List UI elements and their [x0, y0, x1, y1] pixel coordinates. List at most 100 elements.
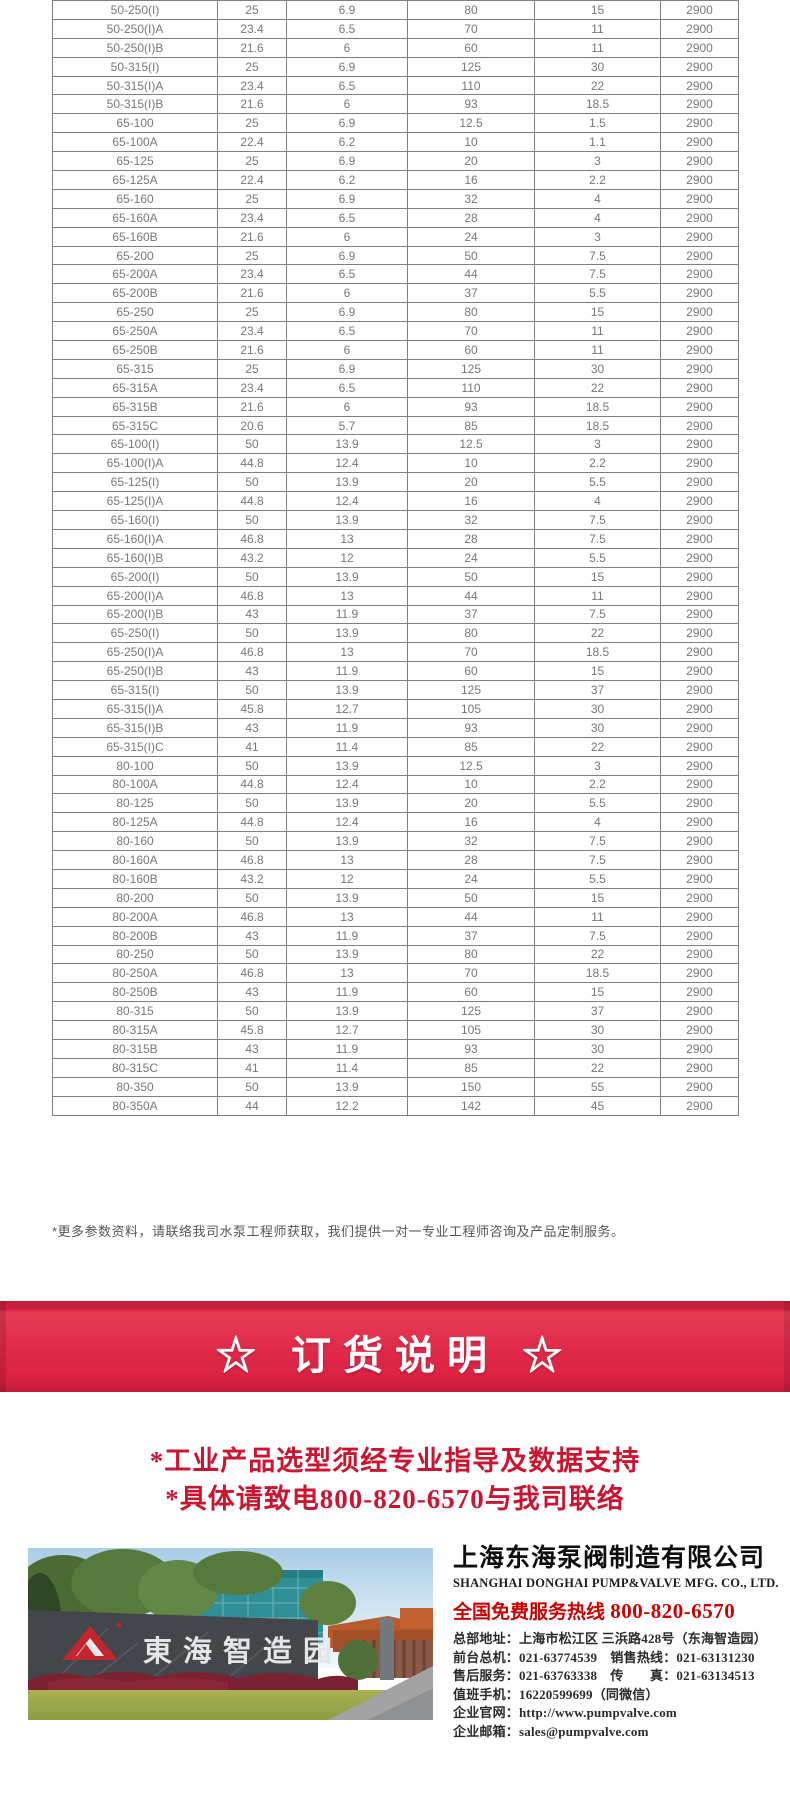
table-cell: 5.7	[286, 415, 408, 436]
table-cell: 55	[534, 1076, 661, 1097]
notice-lines: *工业产品选型须经专业指导及数据支持 *具体请致电800-820-6570与我司联…	[0, 1442, 790, 1518]
table-cell: 21.6	[217, 396, 287, 417]
table-row: 65-315(I) 50 13.9 125 37 2900	[52, 680, 739, 700]
table-cell: 6.9	[286, 56, 408, 77]
table-cell: 22.4	[217, 170, 287, 190]
table-cell: 6.2	[286, 132, 408, 153]
table-cell: 80-250B	[52, 982, 218, 1003]
table-row: 65-200A 23.4 6.5 44 7.5 2900	[52, 264, 739, 285]
table-cell: 2900	[660, 717, 739, 738]
table-cell: 2900	[660, 698, 739, 719]
table-cell: 65-160	[52, 188, 218, 209]
table-cell: 80	[407, 623, 535, 644]
table-cell: 21.6	[217, 226, 287, 247]
table-cell: 30	[534, 1038, 661, 1059]
table-cell: 80-350A	[52, 1095, 218, 1116]
table-cell: 70	[407, 321, 535, 342]
table-cell: 46.8	[217, 528, 287, 549]
table-cell: 15	[534, 302, 661, 323]
table-cell: 7.5	[534, 831, 661, 852]
table-cell: 25	[217, 188, 287, 209]
table-cell: 2900	[660, 566, 739, 587]
table-row: 65-250A 23.4 6.5 70 11 2900	[52, 321, 739, 342]
table-cell: 13.9	[286, 1076, 408, 1097]
table-cell: 6.9	[286, 188, 408, 209]
table-cell: 13	[286, 642, 408, 663]
table-cell: 25	[217, 245, 287, 266]
table-cell: 65-200	[52, 245, 218, 266]
table-cell: 2900	[660, 37, 739, 58]
table-cell: 11.9	[286, 1038, 408, 1059]
table-cell: 50-315(I)	[52, 56, 218, 77]
table-cell: 2900	[660, 793, 739, 814]
table-cell: 15	[534, 661, 661, 682]
table-cell: 2900	[660, 283, 739, 304]
table-footnote: *更多参数资料，请联络我司水泵工程师获取，我们提供一对一专业工程师咨询及产品定制…	[52, 1224, 625, 1239]
table-cell: 7.5	[534, 604, 661, 625]
table-cell: 37	[407, 283, 535, 304]
table-cell: 50	[217, 680, 287, 700]
table-cell: 11.9	[286, 925, 408, 946]
table-cell: 46.8	[217, 585, 287, 606]
table-cell: 20	[407, 151, 535, 172]
table-cell: 50	[217, 1001, 287, 1022]
table-cell: 11.9	[286, 604, 408, 625]
table-cell: 22.4	[217, 132, 287, 153]
table-cell: 2900	[660, 831, 739, 852]
table-cell: 4	[534, 188, 661, 209]
table-cell: 2900	[660, 1020, 739, 1040]
table-cell: 23.4	[217, 207, 287, 228]
table-cell: 2900	[660, 585, 739, 606]
table-cell: 43	[217, 661, 287, 682]
table-row: 65-315A 23.4 6.5 110 22 2900	[52, 377, 739, 398]
table-cell: 80-200	[52, 887, 218, 908]
table-cell: 12.5	[407, 755, 535, 776]
table-cell: 5.5	[534, 793, 661, 814]
table-cell: 11.9	[286, 982, 408, 1003]
table-cell: 41	[217, 1057, 287, 1078]
table-cell: 13.9	[286, 831, 408, 852]
table-cell: 65-200B	[52, 283, 218, 304]
table-row: 50-250(I)B 21.6 6 60 11 2900	[52, 37, 739, 58]
table-row: 65-250(I)A 46.8 13 70 18.5 2900	[52, 642, 739, 663]
spec-table-grid: 50-250(I) 25 6.9 80 15 2900 50-250(I)A 23.4 6.5 7…	[52, 0, 739, 1116]
table-cell: 25	[217, 113, 287, 134]
table-cell: 46.8	[217, 906, 287, 927]
notice-line: *具体请致电800-820-6570与我司联络	[165, 1484, 625, 1514]
table-cell: 13.9	[286, 566, 408, 587]
table-row: 65-250(I) 50 13.9 80 22 2900	[52, 623, 739, 644]
table-row: 80-160A 46.8 13 28 7.5 2900	[52, 850, 739, 870]
table-cell: 65-200(I)B	[52, 604, 218, 625]
table-row: 50-250(I)A 23.4 6.5 70 11 2900	[52, 18, 739, 39]
table-cell: 65-315	[52, 358, 218, 379]
table-cell: 1.5	[534, 113, 661, 134]
table-cell: 50	[217, 434, 287, 455]
table-cell: 13.9	[286, 944, 408, 965]
table-cell: 30	[534, 358, 661, 379]
table-row: 80-100A 44.8 12.4 10 2.2 2900	[52, 774, 739, 795]
table-cell: 25	[217, 358, 287, 379]
table-cell: 23.4	[217, 75, 287, 96]
table-cell: 11.4	[286, 736, 408, 757]
table-cell: 2.2	[534, 453, 661, 474]
table-cell: 13	[286, 585, 408, 606]
table-cell: 80	[407, 302, 535, 323]
table-cell: 2900	[660, 623, 739, 644]
table-cell: 44	[407, 585, 535, 606]
table-cell: 2900	[660, 358, 739, 379]
table-cell: 60	[407, 661, 535, 682]
table-row: 65-250(I)B 43 11.9 60 15 2900	[52, 661, 739, 682]
table-cell: 2900	[660, 226, 739, 247]
table-cell: 2900	[660, 415, 739, 436]
table-cell: 7.5	[534, 925, 661, 946]
table-cell: 65-200(I)	[52, 566, 218, 587]
table-cell: 6.5	[286, 264, 408, 285]
table-cell: 50-315(I)B	[52, 94, 218, 115]
table-cell: 2900	[660, 944, 739, 965]
table-cell: 50-250(I)	[52, 0, 218, 20]
table-cell: 2900	[660, 472, 739, 493]
table-cell: 2900	[660, 132, 739, 153]
table-cell: 2900	[660, 1076, 739, 1097]
spec-table: 50-250(I) 25 6.9 80 15 2900 50-250(I)A 23.4 6.5 7…	[52, 0, 739, 1116]
table-cell: 125	[407, 1001, 535, 1022]
